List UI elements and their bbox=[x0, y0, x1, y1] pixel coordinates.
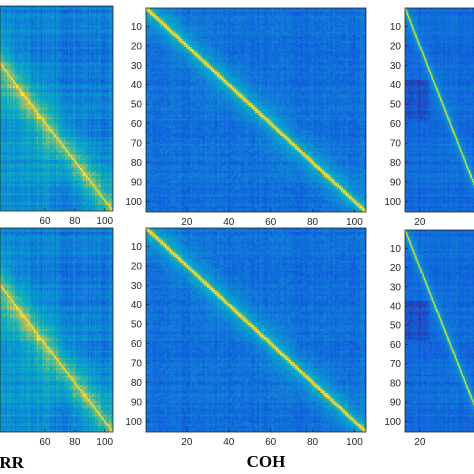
heatmap-cells bbox=[146, 228, 366, 432]
y-tick-label: 10 bbox=[131, 242, 143, 253]
x-tick-label: 100 bbox=[346, 217, 363, 228]
x-tick-label: 60 bbox=[39, 216, 51, 227]
heatmap-frame bbox=[145, 7, 367, 213]
y-tick-label: 40 bbox=[390, 301, 402, 312]
heatmap-panel-top-middle: 20 40 60 80 100 10 20 30 40 50 60 70 80 90 100 bbox=[125, 7, 367, 228]
y-tick-label: 100 bbox=[384, 197, 401, 208]
heatmap-panel-top-left: 60 80 100 bbox=[0, 5, 114, 227]
x-tick-label: 20 bbox=[181, 437, 193, 448]
x-tick-label: 80 bbox=[307, 217, 319, 228]
y-tick-label: 80 bbox=[390, 378, 402, 389]
x-tick-label: 20 bbox=[181, 217, 193, 228]
y-tick-label: 90 bbox=[390, 398, 402, 409]
y-tick-label: 30 bbox=[131, 281, 143, 292]
y-tick-label: 30 bbox=[390, 282, 402, 293]
x-tick-label: 40 bbox=[223, 437, 235, 448]
y-tick-label: 90 bbox=[390, 177, 402, 188]
y-tick-label: 70 bbox=[131, 359, 143, 370]
y-tick-label: 30 bbox=[131, 61, 143, 72]
y-tick-label: 50 bbox=[131, 320, 143, 331]
heatmap-cells bbox=[0, 228, 113, 432]
y-tick-label: 90 bbox=[131, 177, 143, 188]
y-tick-label: 60 bbox=[131, 339, 143, 350]
y-tick-label: 70 bbox=[390, 139, 402, 150]
x-tick-label: 60 bbox=[265, 217, 277, 228]
heatmap-cells bbox=[405, 230, 474, 432]
y-tick-label: 40 bbox=[131, 300, 143, 311]
panel-label: COH bbox=[247, 452, 286, 471]
y-tick-label: 50 bbox=[131, 100, 143, 111]
y-tick-label: 20 bbox=[131, 261, 143, 272]
y-tick-label: 100 bbox=[125, 197, 142, 208]
y-tick-label: 20 bbox=[390, 263, 402, 274]
heatmap-cells bbox=[405, 8, 474, 212]
y-tick-label: 50 bbox=[390, 321, 402, 332]
y-tick-label: 10 bbox=[390, 244, 402, 255]
x-tick-label: 80 bbox=[69, 216, 81, 227]
x-tick-label: 20 bbox=[414, 217, 426, 228]
heatmap-frame bbox=[0, 227, 114, 433]
y-tick-label: 100 bbox=[125, 417, 142, 428]
y-tick-label: 40 bbox=[390, 80, 402, 91]
heatmap-cells bbox=[146, 8, 366, 212]
x-tick-label: 100 bbox=[96, 437, 113, 448]
x-tick-label: 20 bbox=[414, 437, 426, 448]
y-tick-label: 70 bbox=[390, 359, 402, 370]
x-tick-label: 40 bbox=[223, 217, 235, 228]
heatmap-frame bbox=[404, 229, 474, 433]
y-tick-label: 80 bbox=[131, 158, 143, 169]
heatmap-frame bbox=[145, 227, 367, 433]
y-tick-label: 100 bbox=[384, 417, 401, 428]
heatmap-cells bbox=[0, 6, 113, 211]
y-tick-label: 20 bbox=[390, 41, 402, 52]
heatmap-panel-bottom-middle: 20 40 60 80 100 10 20 30 40 50 60 70 80 90 100 bbox=[125, 227, 367, 448]
y-tick-label: 60 bbox=[390, 119, 402, 130]
y-tick-label: 20 bbox=[131, 41, 143, 52]
panel-label: ORR bbox=[0, 453, 25, 472]
y-tick-label: 80 bbox=[131, 378, 143, 389]
y-tick-label: 90 bbox=[131, 397, 143, 408]
x-tick-label: 100 bbox=[96, 216, 113, 227]
y-tick-label: 40 bbox=[131, 80, 143, 91]
x-tick-label: 60 bbox=[265, 437, 277, 448]
y-tick-label: 60 bbox=[131, 119, 143, 130]
y-tick-label: 70 bbox=[131, 139, 143, 150]
heatmap-frame bbox=[0, 5, 114, 212]
y-tick-label: 50 bbox=[390, 100, 402, 111]
heatmap-panel-bottom-left: 60 80 100 bbox=[0, 227, 114, 448]
x-tick-label: 100 bbox=[346, 437, 363, 448]
y-tick-label: 80 bbox=[390, 158, 402, 169]
y-tick-label: 10 bbox=[390, 22, 402, 33]
heatmap-panel-top-right: 20 10 20 30 40 50 60 70 80 90 100 bbox=[384, 7, 474, 228]
y-tick-label: 60 bbox=[390, 340, 402, 351]
x-tick-label: 80 bbox=[307, 437, 319, 448]
x-tick-label: 60 bbox=[39, 437, 51, 448]
y-tick-label: 10 bbox=[131, 22, 143, 33]
heatmap-frame bbox=[404, 7, 474, 213]
heatmap-panel-bottom-right: 20 10 20 30 40 50 60 70 80 90 100 bbox=[384, 229, 474, 448]
x-tick-label: 80 bbox=[69, 437, 81, 448]
y-tick-label: 30 bbox=[390, 61, 402, 72]
